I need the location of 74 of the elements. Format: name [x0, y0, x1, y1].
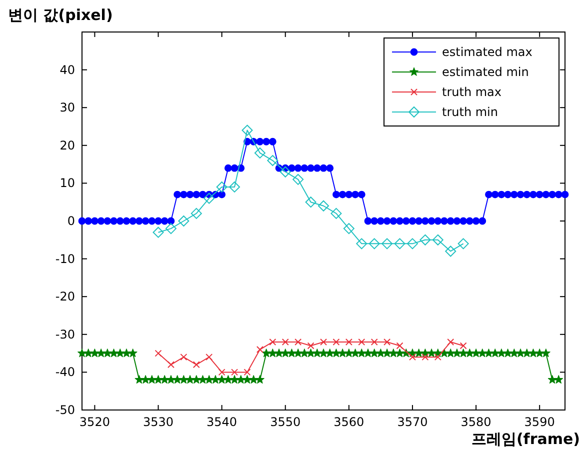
point	[206, 354, 213, 361]
y-tick-label: -30	[55, 327, 75, 342]
point	[332, 338, 340, 346]
point	[447, 338, 454, 346]
point	[345, 338, 352, 346]
point	[445, 246, 456, 257]
legend-label: truth max	[442, 85, 502, 99]
point	[269, 338, 276, 346]
point	[343, 223, 354, 234]
y-tick-label: 10	[60, 176, 75, 190]
point	[382, 238, 393, 250]
x-tick-label: 3550	[270, 415, 301, 429]
point	[218, 368, 226, 376]
point	[368, 238, 380, 250]
point	[192, 361, 200, 368]
y-tick-label: -20	[55, 290, 75, 304]
y-axis-title: 변이 값(pixel)	[8, 6, 113, 24]
point	[282, 338, 289, 346]
point	[280, 166, 291, 178]
point	[406, 238, 418, 250]
point	[152, 226, 164, 238]
point	[370, 338, 378, 346]
point	[396, 342, 404, 350]
point	[294, 338, 302, 346]
point	[154, 350, 162, 357]
x-tick-label: 3520	[79, 415, 110, 429]
x-axis-title: 프레임(frame)	[471, 430, 580, 448]
point	[434, 354, 442, 361]
point	[244, 368, 251, 376]
point	[165, 223, 176, 234]
point	[180, 354, 188, 361]
y-tick-label: -10	[55, 252, 75, 266]
point	[384, 338, 391, 346]
y-tick-label: 0	[67, 214, 75, 228]
legend-label: estimated max	[442, 45, 532, 59]
point	[356, 238, 368, 250]
point	[307, 342, 314, 350]
point	[458, 238, 469, 250]
point	[254, 147, 266, 158]
y-tick-label: 40	[60, 62, 75, 77]
x-tick-label: 3580	[460, 415, 492, 429]
point	[216, 181, 228, 192]
point	[420, 234, 431, 246]
point	[267, 155, 278, 166]
point	[358, 338, 366, 346]
x-tick-label: 3560	[334, 415, 364, 429]
point	[318, 200, 329, 212]
point	[178, 216, 190, 226]
y-tick-label: 30	[60, 100, 75, 115]
point	[167, 361, 174, 368]
point	[422, 354, 429, 361]
point	[256, 346, 264, 354]
point	[320, 338, 327, 346]
x-tick-label: 3530	[142, 415, 174, 429]
point	[408, 354, 416, 361]
x-tick-label: 3570	[397, 415, 428, 429]
y-tick-label: 20	[60, 138, 75, 152]
point	[292, 174, 304, 185]
point	[305, 196, 316, 208]
point	[330, 208, 342, 219]
point	[460, 342, 467, 350]
point	[432, 234, 444, 246]
point	[231, 368, 238, 376]
legend-label: truth min	[442, 105, 498, 119]
point	[242, 124, 253, 136]
x-tick-label: 3540	[206, 415, 238, 429]
legend-label: estimated min	[442, 65, 529, 79]
point	[394, 238, 406, 250]
x-tick-label: 3590	[524, 415, 555, 429]
point	[229, 181, 240, 192]
y-tick-label: -40	[55, 365, 75, 380]
y-tick-label: -50	[55, 403, 75, 417]
point	[204, 192, 215, 204]
point	[190, 208, 202, 219]
